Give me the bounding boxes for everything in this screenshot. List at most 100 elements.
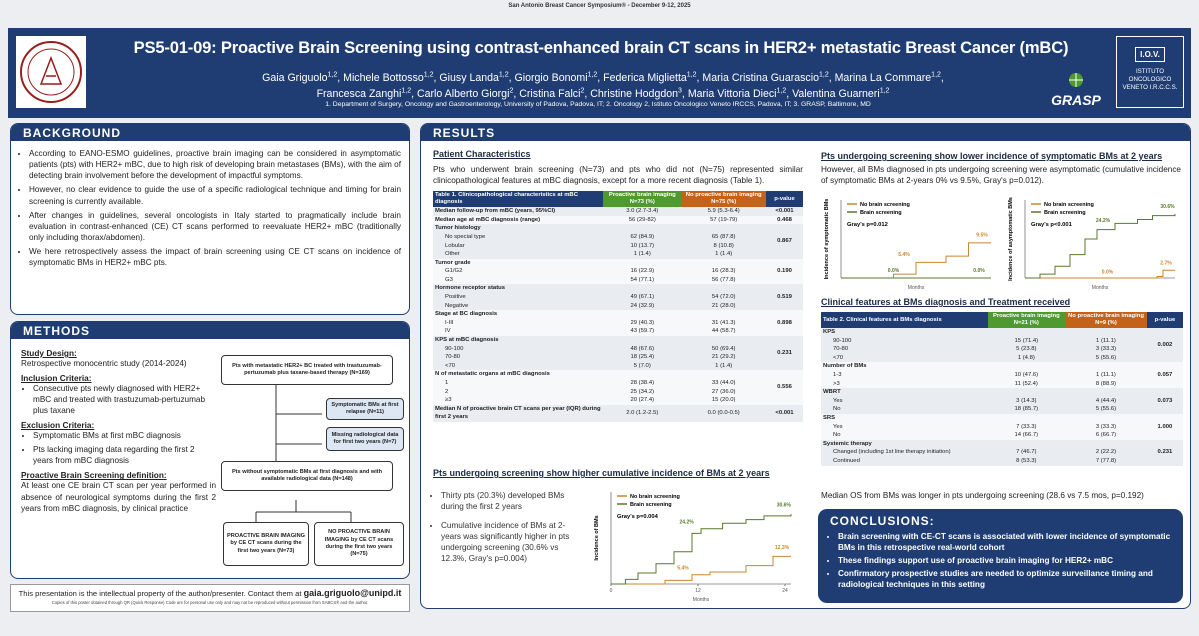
cell: 2.0 (1.2-2.5) <box>603 404 682 422</box>
cell: 29 (40.3) <box>603 318 682 328</box>
table-row: No 18 (85.7) 5 (55.6) <box>821 405 1183 414</box>
author-affiliation: 2 <box>580 87 585 95</box>
row-label: IV <box>433 327 604 337</box>
table-header-cell: p-value <box>1146 312 1183 328</box>
annotation: 2.7% <box>1160 261 1172 267</box>
cell: 1 (1.4) <box>681 250 766 259</box>
table-header-cell: No proactive brain imaging N=75 (%) <box>681 191 766 208</box>
symptomatic-chart: Incidence of symptomatic BMs Months No bra… <box>819 192 999 292</box>
row-label: Negative <box>433 301 604 311</box>
group-label: Stage at BC diagnosis <box>433 310 766 319</box>
p-value: 0.468 <box>766 215 803 225</box>
cell: 50 (69.4) <box>681 344 766 354</box>
p-value: 0.231 <box>766 336 803 371</box>
table-row: 70-80 5 (23.8) 3 (33.3) <box>821 345 1183 354</box>
y-axis-label: Incidence of BMs <box>594 515 600 560</box>
seal-figure <box>39 55 63 85</box>
p-value: <0.001 <box>766 404 803 422</box>
table-group-row: Hormone receptor status 0.519 <box>433 284 803 311</box>
background-bullet: We here retrospectively assess the impac… <box>29 246 401 268</box>
x-tick-label: 24 <box>782 588 788 594</box>
author-affiliation: 3 <box>678 87 682 95</box>
cell: 8 (10.8) <box>681 241 766 251</box>
inclusion-head: Inclusion Criteria: <box>21 373 92 384</box>
table-header-cell: p-value <box>766 191 803 208</box>
table-row: Median N of proactive brain CT scans per… <box>433 404 803 422</box>
table-row: Yes 7 (33.3) 3 (33.3) <box>821 422 1183 432</box>
table-header-row: Table 1. Clinicopathological characteris… <box>433 191 803 208</box>
group-label: KPS <box>821 328 1147 337</box>
table-row: <70 1 (4.8) 5 (55.6) <box>821 353 1183 363</box>
author: Cristina Falci2, <box>519 87 591 101</box>
patient-text: Pts who underwent brain screening (N=73)… <box>433 165 803 186</box>
cell: 14 (66.7) <box>987 431 1066 440</box>
author: Carlo Alberto Giorgi2, <box>416 87 520 101</box>
cell: 18 (85.7) <box>987 405 1066 414</box>
table: Table 2. Clinical features at BMs diagno… <box>821 312 1183 466</box>
cell: 57 (19-79) <box>681 215 766 225</box>
cell: 1 (1.4) <box>681 361 766 371</box>
author: Francesca Zanghi1,2, <box>316 87 417 101</box>
group-label: Tumor histology <box>433 224 766 233</box>
author: Valentina Guarneri1,2 <box>792 88 889 101</box>
table-row: Median follow-up from mBC (years, 95%CI)… <box>433 207 803 216</box>
footer-text: This presentation is the intellectual pr… <box>18 589 302 598</box>
group-label: KPS at mBC diagnosis <box>433 336 766 345</box>
padova-logo <box>16 36 86 108</box>
curve <box>611 514 792 585</box>
table-group-row: KPS 0.002 <box>821 328 1183 363</box>
cell: 15 (71.4) <box>987 336 1066 346</box>
km-bullet: Thirty pts (20.3%) developed BMs during … <box>441 490 581 512</box>
patient-section: Patient Characteristics Pts who underwen… <box>433 149 803 422</box>
cell: 43 (59.7) <box>603 327 682 337</box>
table-group-row: Systemic therapy 0.231 <box>821 439 1183 466</box>
background-list: According to EANO-ESMO guidelines, proac… <box>17 148 401 269</box>
table-row: Yes 3 (14.3) 4 (44.4) <box>821 396 1183 406</box>
annotation: 0.0% <box>888 268 900 274</box>
flow-arrows <box>255 380 352 522</box>
legend-label: Brain screening <box>1044 210 1086 216</box>
author-name: Valentina Guarneri <box>792 88 880 101</box>
exclusion-item: Pts lacking imaging data regarding the f… <box>33 444 216 466</box>
cell: 5.9 (5.3-6.4) <box>681 207 766 216</box>
author: Michele Bottosso1,2, <box>343 71 440 84</box>
conclusion-item: Confirmatory prospective studies are nee… <box>838 568 1173 590</box>
cell: 4 (44.4) <box>1065 396 1147 406</box>
cell: 3.0 (2.7-3.4) <box>603 207 682 216</box>
table-row: Median age at mBC diagnosis (range) 56 (2… <box>433 215 803 225</box>
row-label: Positive <box>433 293 604 302</box>
seal-inner <box>27 48 75 96</box>
cell: 3 (33.3) <box>1065 422 1147 432</box>
author: Christine Hodgdon3, <box>590 87 688 101</box>
background-bullet: However, no clear evidence to guide the … <box>29 184 401 206</box>
table-row: No special type 62 (84.9) 65 (87.8) <box>433 232 803 242</box>
p-value: 0.231 <box>1146 439 1183 466</box>
row-label: 70-80 <box>821 345 988 354</box>
cell: 7 (33.3) <box>987 422 1066 432</box>
row-label: G3 <box>433 275 604 285</box>
iov-short: I.O.V. <box>1135 47 1165 62</box>
conclusion-item: Brain screening with CE-CT scans is asso… <box>838 531 1173 553</box>
row-label: G1/G2 <box>433 267 604 276</box>
author: Federica Miglietta1,2, <box>603 71 703 84</box>
footer-email[interactable]: gaia.griguolo@unipd.it <box>303 588 402 598</box>
annotation: 5.4% <box>898 252 910 258</box>
flow-node: Pts with metastatic HER2+ BC treated wit… <box>221 355 393 385</box>
x-axis-label: Months <box>693 597 710 603</box>
author-affiliation: 1,2 <box>686 71 697 78</box>
p-value: 0.556 <box>766 370 803 405</box>
cell: 15 (20.0) <box>681 396 766 405</box>
cell: 48 (67.6) <box>603 344 682 354</box>
methods-text: Study Design: Retrospective monocentric … <box>21 344 216 514</box>
table-row: Lobular 10 (13.7) 8 (10.8) <box>433 241 803 251</box>
row-label: I-III <box>433 318 604 328</box>
row-label: No <box>821 431 988 440</box>
table-row: 1 28 (38.4) 33 (44.0) <box>433 379 803 388</box>
cell: 2 (22.2) <box>1065 448 1147 457</box>
cell: 54 (72.0) <box>681 293 766 302</box>
row-label: <70 <box>821 353 988 363</box>
cell: 1 (11.1) <box>1065 370 1147 380</box>
row-label: 2 <box>433 387 604 397</box>
row-label: No special type <box>433 232 604 242</box>
